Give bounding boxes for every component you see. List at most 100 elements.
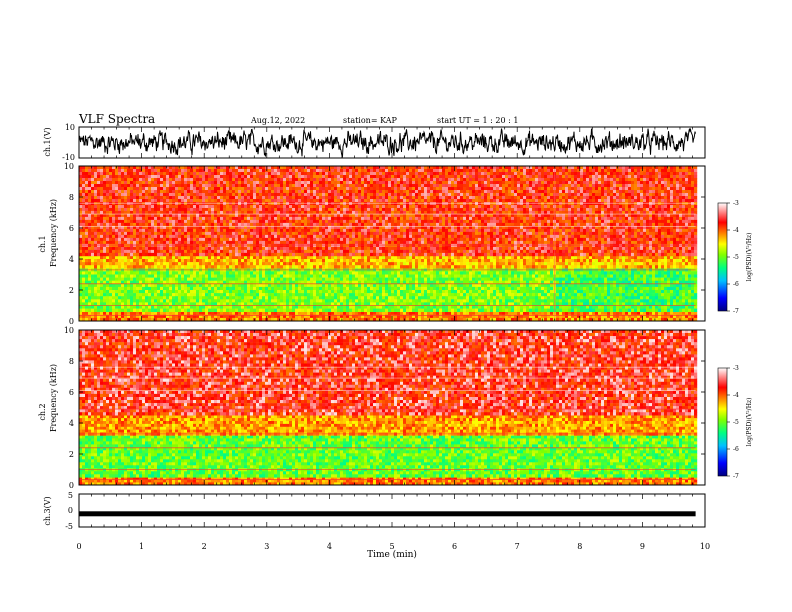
spectrogram-cell bbox=[427, 271, 431, 275]
spectrogram-cell bbox=[250, 308, 254, 312]
spectrogram-cell bbox=[502, 296, 506, 300]
spectrogram-cell bbox=[415, 277, 419, 281]
spectrogram-cell bbox=[193, 169, 197, 173]
spectrogram-cell bbox=[424, 283, 428, 288]
spectrogram-cell bbox=[382, 293, 386, 297]
spectrogram-cell bbox=[415, 172, 419, 176]
spectrogram-cell bbox=[385, 308, 389, 312]
spectrogram-cell bbox=[247, 255, 251, 260]
spectrogram-cell bbox=[451, 283, 455, 288]
spectrogram-cell bbox=[244, 314, 248, 319]
spectrogram-cell bbox=[355, 271, 359, 275]
spectrogram-cell bbox=[352, 262, 356, 266]
spectrogram-cell bbox=[463, 299, 467, 303]
spectrogram-cell bbox=[373, 314, 377, 319]
spectrogram-cell bbox=[562, 277, 566, 281]
spectrogram-cell bbox=[409, 259, 413, 263]
spectrogram-cell bbox=[559, 259, 563, 263]
spectrogram-cell bbox=[391, 166, 395, 170]
spectrogram-cell bbox=[496, 296, 500, 300]
spectrogram-cell bbox=[556, 274, 560, 278]
spectrogram-cell bbox=[310, 308, 314, 312]
spectrogram-cell bbox=[538, 302, 542, 306]
spectrogram-cell bbox=[541, 314, 545, 319]
spectrogram-cell bbox=[466, 274, 470, 278]
spectrogram-cell bbox=[607, 311, 611, 316]
spectrogram-cell bbox=[379, 299, 383, 303]
spectrogram-cell bbox=[187, 283, 191, 288]
spectrogram-cell bbox=[376, 299, 380, 303]
spectrogram-cell bbox=[583, 286, 587, 291]
spectrogram-cell bbox=[586, 280, 590, 285]
spectrogram-cell bbox=[277, 299, 281, 303]
spectrogram-cell bbox=[178, 302, 182, 306]
spectrogram-cell bbox=[460, 311, 464, 316]
spectrogram-cell bbox=[292, 274, 296, 278]
spectrogram-cell bbox=[247, 290, 251, 294]
spectrogram-cell bbox=[136, 299, 140, 303]
spectrogram-cell bbox=[271, 265, 275, 269]
spectrogram-cell bbox=[274, 166, 278, 170]
spectrogram-cell bbox=[622, 169, 626, 173]
spectrogram-cell bbox=[637, 166, 641, 170]
spectrogram-cell bbox=[472, 317, 476, 322]
spectrogram-cell bbox=[283, 166, 287, 170]
spectrogram-cell bbox=[202, 317, 206, 322]
spectrogram-cell bbox=[658, 262, 662, 266]
spectrogram-cell bbox=[331, 271, 335, 275]
spectrogram-cell bbox=[643, 283, 647, 288]
spectrogram-cell bbox=[469, 311, 473, 316]
spectrogram-cell bbox=[169, 286, 173, 291]
spectrogram-cell bbox=[379, 265, 383, 269]
spectrogram-cell bbox=[457, 172, 461, 176]
spectrogram-cell bbox=[442, 311, 446, 316]
spectrogram-cell bbox=[232, 259, 236, 263]
spectrogram-cell bbox=[220, 172, 224, 176]
spectrogram-cell bbox=[511, 293, 515, 297]
spectrogram-cell bbox=[409, 262, 413, 266]
spectrogram-cell bbox=[202, 296, 206, 300]
spectrogram-cell bbox=[619, 280, 623, 285]
spectrogram-cell bbox=[169, 308, 173, 312]
spectrogram-cell bbox=[493, 280, 497, 285]
spectrogram-cell bbox=[97, 290, 101, 294]
spectrogram-cell bbox=[112, 290, 116, 294]
spectrogram-cell bbox=[145, 293, 149, 297]
spectrogram-cell bbox=[502, 166, 506, 170]
spectrogram-cell bbox=[598, 314, 602, 319]
spectrogram-cell bbox=[223, 255, 227, 260]
spectrogram-cell bbox=[496, 311, 500, 316]
spectrogram-cell bbox=[595, 169, 599, 173]
spectrogram-cell bbox=[292, 172, 296, 176]
spectrogram-cell bbox=[307, 290, 311, 294]
spectrogram-cell bbox=[544, 166, 548, 170]
spectrogram-cell bbox=[403, 262, 407, 266]
spectrogram-cell bbox=[163, 169, 167, 173]
spectrogram-cell bbox=[589, 308, 593, 312]
spectrogram-cell bbox=[631, 271, 635, 275]
spectrogram-cell bbox=[520, 265, 524, 269]
spectrogram-cell bbox=[562, 283, 566, 288]
spectrogram-cell bbox=[319, 274, 323, 278]
spectrogram-cell bbox=[244, 302, 248, 306]
spectrogram-cell bbox=[127, 265, 131, 269]
spectrogram-cell bbox=[85, 172, 89, 176]
spectrogram-cell bbox=[217, 299, 221, 303]
spectrogram-cell bbox=[370, 305, 374, 309]
spectrogram-cell bbox=[88, 299, 92, 303]
spectrogram-cell bbox=[607, 314, 611, 319]
spectrogram-cell bbox=[118, 175, 122, 179]
spectrogram-cell bbox=[151, 175, 155, 179]
spectrogram-cell bbox=[193, 274, 197, 278]
spectrogram-cell bbox=[427, 305, 431, 309]
spectrogram-cell bbox=[664, 314, 668, 319]
spectrogram-cell bbox=[511, 172, 515, 176]
spectrogram-cell bbox=[328, 308, 332, 312]
spectrogram-cell bbox=[226, 172, 230, 176]
spectrogram-cell bbox=[409, 271, 413, 275]
spectrogram-cell bbox=[397, 166, 401, 170]
spectrogram-cell bbox=[523, 308, 527, 312]
spectrogram-cell bbox=[634, 277, 638, 281]
spectrogram-cell bbox=[577, 280, 581, 285]
spectrogram-cell bbox=[367, 265, 371, 269]
